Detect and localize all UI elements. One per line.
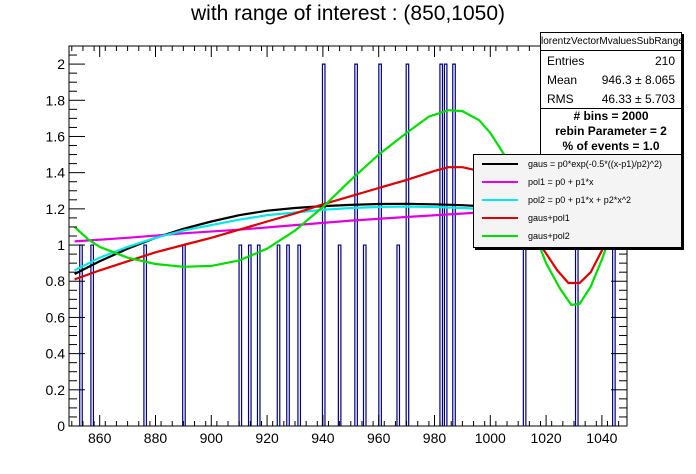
stats-label: RMS <box>547 91 574 106</box>
histogram-bin <box>286 244 290 426</box>
fit-curve <box>74 205 480 272</box>
y-tick-label: 0.8 <box>46 273 66 289</box>
x-tick-label: 920 <box>255 430 279 446</box>
stats-box: lorentzVectorMvaluesSubRange Entries 210… <box>540 32 684 110</box>
histogram-bin <box>443 63 448 426</box>
info-line: % of events = 1.0 <box>562 139 660 153</box>
x-tick-label: 960 <box>367 430 391 446</box>
histogram-bin <box>612 244 616 426</box>
y-tick-label: 1 <box>57 237 65 253</box>
stats-row-rms: RMS 46.33 ± 5.703 <box>541 89 681 108</box>
y-tick-label: 2 <box>57 56 65 72</box>
x-tick-label: 1020 <box>531 430 562 446</box>
histogram-bin <box>574 244 579 426</box>
legend-label: gaus = p0*exp(-0.5*((x-p1)/p2)^2) <box>528 159 663 169</box>
legend-label: pol1 = p0 + p1*x <box>528 177 594 187</box>
info-line: rebin Parameter = 2 <box>555 124 667 138</box>
histogram-bin <box>378 63 382 426</box>
legend-label: pol2 = p0 + p1*x + p2*x^2 <box>528 195 632 205</box>
y-tick-label: 1.2 <box>46 201 66 217</box>
legend-entry: pol2 = p0 + p1*x + p2*x^2 <box>474 191 681 209</box>
stats-row-entries: Entries 210 <box>541 51 681 70</box>
y-tick-label: 0.4 <box>46 346 66 362</box>
stats-value: 46.33 ± 5.703 <box>601 91 675 106</box>
histogram-bin <box>452 63 456 426</box>
x-tick-label: 900 <box>200 430 224 446</box>
histogram-bin <box>256 244 261 426</box>
info-line: # bins = 2000 <box>573 109 649 123</box>
fit-curve <box>74 211 480 243</box>
histogram-bin <box>439 63 444 426</box>
histogram-bin <box>321 63 326 426</box>
legend-swatch <box>482 199 518 201</box>
chart-title: with range of interest : (850,1050) <box>190 2 505 25</box>
legend-label: gaus+pol2 <box>528 231 570 241</box>
y-tick-label: 1.8 <box>46 92 66 108</box>
histogram-bin <box>143 244 148 426</box>
stats-row-mean: Mean 946.3 ± 8.065 <box>541 70 681 89</box>
histogram-bin <box>405 63 410 426</box>
fit-curve <box>73 109 612 306</box>
histogram-bin <box>522 244 527 426</box>
histogram-bin <box>354 63 358 426</box>
y-tick-label: 0 <box>57 418 65 434</box>
histogram-bin <box>297 244 302 426</box>
stats-label: Entries <box>547 53 585 68</box>
histogram-bin <box>276 244 281 426</box>
info-box: # bins = 2000 rebin Parameter = 2 % of e… <box>540 108 682 156</box>
stats-value: 210 <box>654 53 675 68</box>
y-tick-label: 1.6 <box>46 128 66 144</box>
legend: gaus = p0*exp(-0.5*((x-p1)/p2)^2) pol1 =… <box>473 154 682 248</box>
histogram-bin <box>182 244 186 426</box>
histogram-bin <box>247 244 252 426</box>
histogram-bin <box>362 244 367 426</box>
legend-entry: gaus = p0*exp(-0.5*((x-p1)/p2)^2) <box>474 155 681 173</box>
x-tick-label: 860 <box>88 430 112 446</box>
x-tick-label: 980 <box>423 430 447 446</box>
legend-swatch <box>482 181 518 183</box>
x-tick-label: 1000 <box>475 430 506 446</box>
legend-entry: gaus+pol1 <box>474 209 681 227</box>
fit-curve <box>74 166 612 285</box>
legend-swatch <box>482 163 518 165</box>
stats-label: Mean <box>547 72 578 87</box>
legend-label: gaus+pol1 <box>528 213 570 223</box>
histogram-bin <box>337 244 342 426</box>
histogram-bin <box>90 244 95 426</box>
stats-name: lorentzVectorMvaluesSubRange <box>541 33 684 51</box>
legend-entry: gaus+pol2 <box>474 227 681 245</box>
x-tick-label: 940 <box>311 430 335 446</box>
x-tick-label: 1040 <box>586 430 617 446</box>
y-tick-label: 0.2 <box>46 382 66 398</box>
histogram-bin <box>396 244 401 426</box>
y-tick-label: 0.6 <box>46 309 66 325</box>
legend-entry: pol1 = p0 + p1*x <box>474 173 681 191</box>
y-tick-label: 1.4 <box>46 165 66 181</box>
legend-swatch <box>482 217 518 219</box>
stats-value: 946.3 ± 8.065 <box>601 72 675 87</box>
x-tick-label: 880 <box>144 430 168 446</box>
legend-swatch <box>482 235 518 237</box>
histogram-bin <box>238 244 243 426</box>
